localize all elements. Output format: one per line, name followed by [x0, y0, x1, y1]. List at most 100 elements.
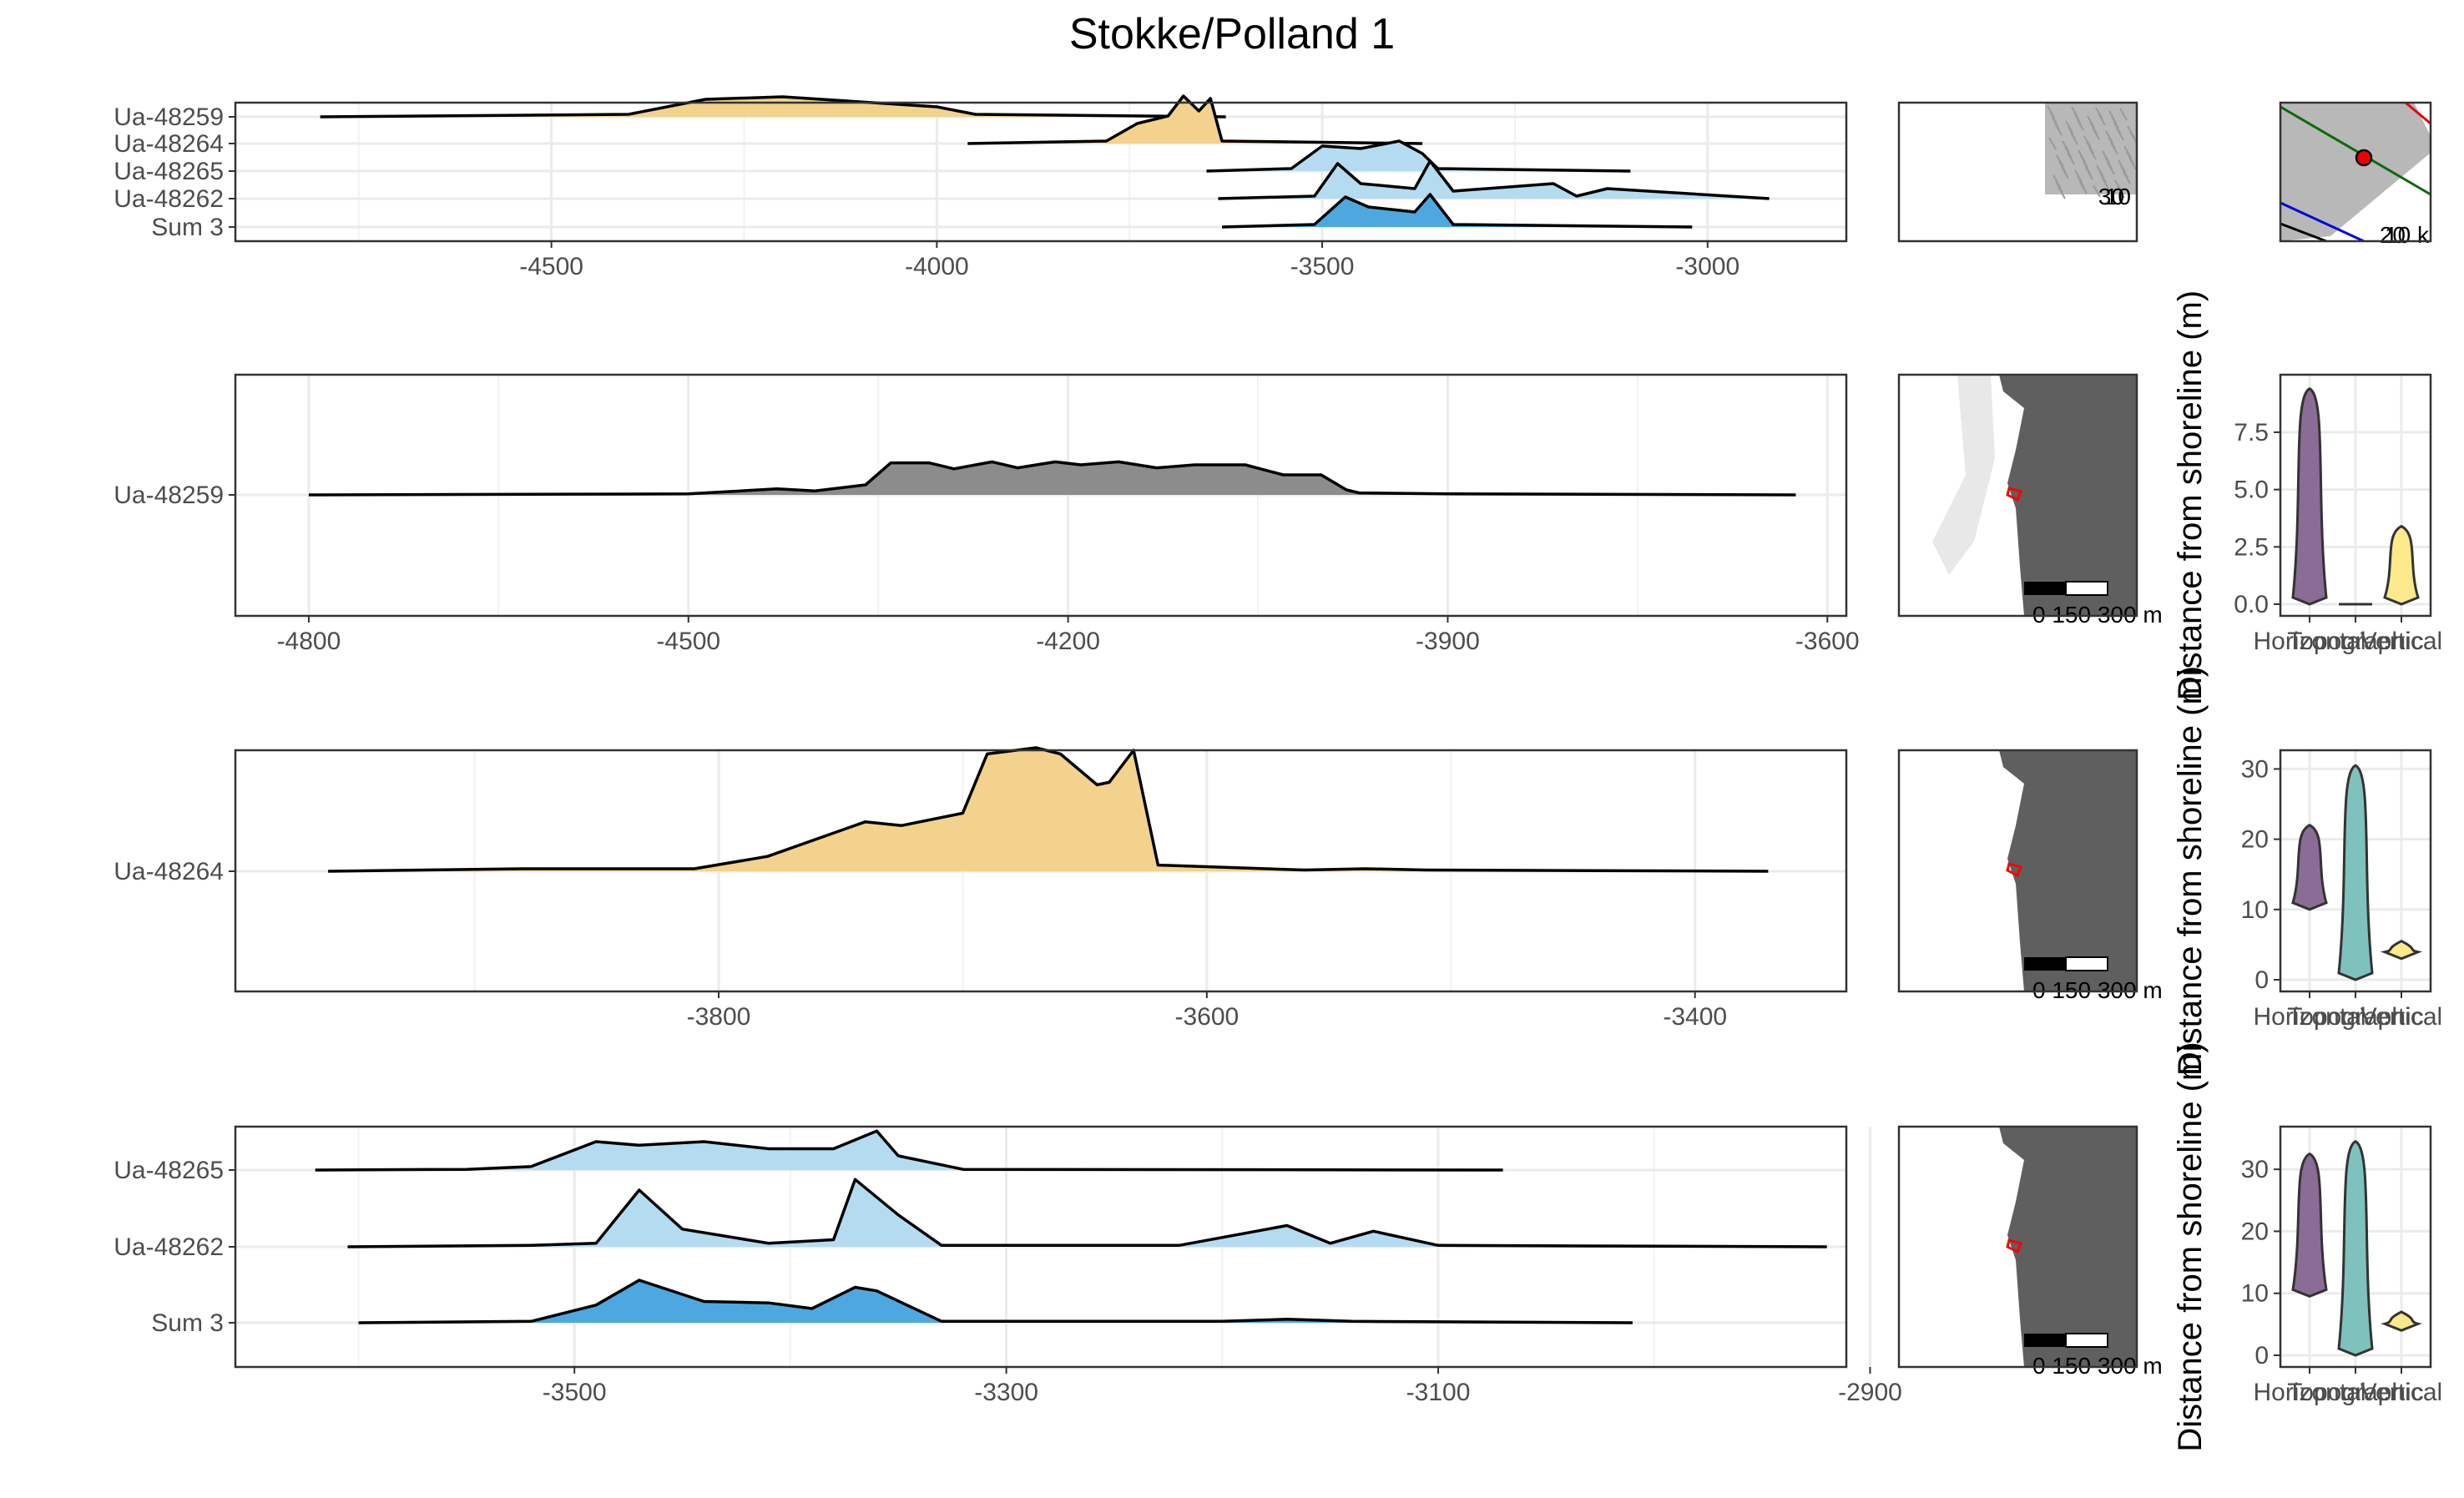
- scale-bar-label: 0 150 300 m: [2032, 1353, 2163, 1379]
- map-label: 30: [2098, 184, 2124, 209]
- x-tick-label: -3100: [1406, 1379, 1471, 1406]
- y-tick-label: Sum 3: [151, 214, 224, 241]
- x-tick-label: -4500: [656, 628, 720, 655]
- violin-horizontal: [2291, 1152, 2328, 1299]
- density-line: [308, 460, 1796, 497]
- map-label: 10 k: [2385, 222, 2430, 248]
- site-map-1: 0 150 300 m: [1897, 373, 2163, 628]
- y-tick-label: 0: [2254, 1342, 2269, 1369]
- density-line: [315, 1129, 1503, 1172]
- y-axis-label: Distance from shoreline (m): [2172, 1042, 2209, 1451]
- x-tick-label: Topographic: [2287, 1379, 2423, 1406]
- y-tick-label: 10: [2241, 896, 2269, 924]
- density-line: [1221, 193, 1693, 229]
- y-tick-label: 20: [2241, 1218, 2269, 1245]
- land-area: [1999, 375, 2137, 616]
- density-line: [358, 1279, 1633, 1324]
- red-line: [2405, 101, 2431, 125]
- x-tick-label: -2900: [1838, 1379, 1902, 1406]
- y-tick-label: Ua-48259: [114, 482, 224, 509]
- ridge-panel-Ua-48264: Ua-48264 -3800 -3600 -3400: [114, 746, 1848, 1031]
- y-tick-label: Ua-48265: [114, 158, 224, 185]
- density-line: [320, 95, 1226, 119]
- y-tick-label: Ua-48262: [114, 185, 224, 213]
- density-area: [967, 96, 1423, 144]
- scale-bar-white: [2065, 581, 2108, 596]
- plot-border: [234, 749, 1848, 993]
- x-tick-label: Horizontal: [2253, 1379, 2366, 1406]
- scale-bar-label: 0 150 300 m: [2032, 602, 2163, 628]
- scale-bar-black: [2024, 957, 2066, 971]
- land-area: [1999, 1127, 2137, 1367]
- plot-border: [234, 101, 1848, 243]
- y-tick-label: 2.5: [2234, 533, 2269, 561]
- density-area: [320, 97, 1226, 117]
- density-area: [1206, 141, 1631, 171]
- density-line: [1218, 159, 1770, 200]
- site-map-3: 0 150 300 m: [1897, 1125, 2163, 1379]
- y-tick-label: 10: [2241, 1280, 2269, 1308]
- violin-vertical: [2380, 940, 2423, 961]
- site-map-2: 0 150 300 m: [1897, 749, 2163, 1003]
- y-axis-label: Distance from shoreline (m): [2172, 290, 2209, 700]
- land-area: [2280, 103, 2431, 241]
- x-tick-label: Vertical: [2360, 628, 2442, 655]
- y-tick-label: Sum 3: [151, 1309, 224, 1337]
- map-border: [2279, 101, 2432, 243]
- site-polygon: [2006, 862, 2023, 878]
- violin-horizontal: [2291, 824, 2328, 911]
- y-tick-label: 20: [2241, 826, 2269, 854]
- scale-bar-white: [2065, 1333, 2108, 1348]
- violin-panel-Ua-48259: 0.0 2.5 5.0 7.5 HorizontalTopographicVertica…: [2172, 290, 2442, 700]
- y-tick-label: Ua-48259: [114, 103, 224, 131]
- violin-vertical: [2381, 1310, 2422, 1332]
- site-polygon: [2006, 487, 2023, 502]
- x-tick-label: Horizontal: [2253, 1003, 2366, 1031]
- map-border: [1897, 1125, 2138, 1369]
- map-border: [1897, 749, 2138, 993]
- violin-topographic: [2337, 764, 2374, 981]
- violin-topographic: [2337, 1140, 2374, 1357]
- map-label: 20: [2380, 222, 2406, 248]
- density-area: [1218, 161, 1770, 199]
- x-tick-label: -4500: [519, 253, 583, 280]
- x-tick-label: -3600: [1174, 1003, 1239, 1031]
- x-tick-label: -3500: [543, 1379, 607, 1406]
- x-tick-label: Horizontal: [2253, 628, 2366, 655]
- chart-title: Stokke/Polland 1: [1069, 10, 1395, 58]
- x-tick-label: -3600: [1795, 628, 1860, 655]
- terrain-texture: [2047, 105, 2138, 199]
- x-tick-label: -3500: [1290, 253, 1355, 280]
- blue-line: [2280, 201, 2365, 243]
- density-line: [347, 1178, 1827, 1248]
- violin-horizontal: [2291, 387, 2328, 606]
- x-tick-label: Topographic: [2287, 628, 2423, 655]
- x-tick-label: -3000: [1675, 253, 1739, 280]
- scale-bar-white: [2065, 956, 2108, 971]
- x-tick-label: Topographic: [2287, 1003, 2423, 1031]
- green-line: [2280, 105, 2431, 196]
- density-area: [328, 748, 1769, 871]
- x-tick-label: -4800: [277, 628, 341, 655]
- map-label: 10: [2105, 184, 2131, 209]
- y-tick-label: Ua-48265: [114, 1157, 224, 1184]
- x-tick-label: -4000: [905, 253, 969, 280]
- y-tick-label: 30: [2241, 755, 2269, 783]
- site-marker: [2355, 149, 2373, 167]
- y-tick-label: Ua-48264: [114, 130, 224, 158]
- y-tick-label: 0: [2254, 966, 2269, 994]
- y-tick-label: 5.0: [2234, 477, 2269, 504]
- site-polygon: [2006, 1238, 2023, 1254]
- land-area: [1999, 750, 2137, 991]
- scale-bar-black: [2024, 582, 2066, 595]
- y-tick-label: Ua-48262: [114, 1233, 224, 1261]
- ridge-panel-bottom: Ua-48265 Ua-48262 Sum 3 -3500 -3300 -3100 -290…: [114, 1125, 1902, 1406]
- density-area: [315, 1131, 1503, 1170]
- black-line: [2280, 222, 2327, 243]
- y-tick-label: 30: [2241, 1156, 2269, 1183]
